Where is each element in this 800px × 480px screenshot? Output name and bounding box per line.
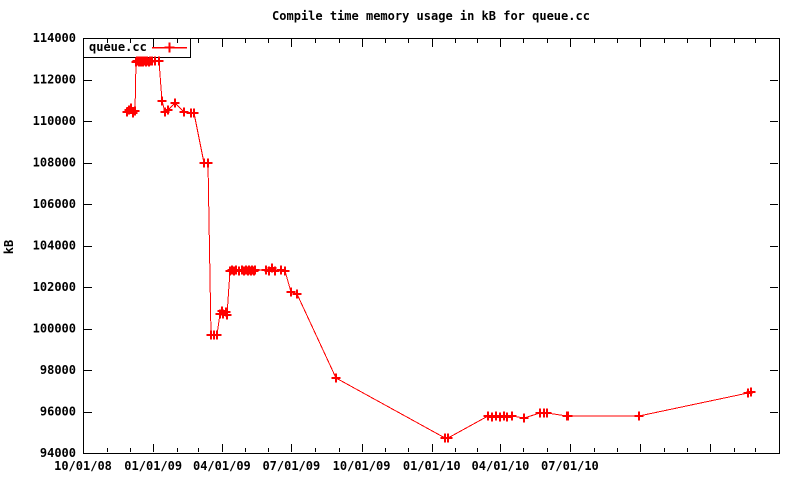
x-tick-label: 01/01/10 [403, 459, 461, 473]
series-markers [122, 56, 756, 443]
y-tick-label: 112000 [33, 73, 76, 87]
y-tick-label: 100000 [33, 322, 76, 336]
chart-title: Compile time memory usage in kB for queu… [272, 9, 590, 23]
y-tick-label: 108000 [33, 156, 76, 170]
x-tick-label: 10/01/09 [333, 459, 391, 473]
y-tick-label: 98000 [40, 363, 76, 377]
x-tick-label: 04/01/10 [472, 459, 530, 473]
y-tick-label: 102000 [33, 280, 76, 294]
y-tick-label: 94000 [40, 446, 76, 460]
series-line [126, 60, 752, 439]
x-tick-label: 01/01/09 [124, 459, 182, 473]
y-tick-label: 106000 [33, 197, 76, 211]
plot-border [83, 38, 780, 454]
y-tick-label: 114000 [33, 31, 76, 45]
x-ticks [83, 39, 756, 452]
legend-label: queue.cc [89, 40, 147, 54]
legend-plus-marker [164, 42, 175, 53]
y-ticks [84, 38, 778, 454]
x-tick-label: 10/01/08 [54, 459, 112, 473]
y-tick-label: 96000 [40, 405, 76, 419]
x-tick-label: 04/01/09 [193, 459, 251, 473]
y-tick-label: 104000 [33, 239, 76, 253]
x-tick-label: 07/01/10 [541, 459, 599, 473]
y-axis-label: kB [2, 239, 16, 255]
y-tick-label: 110000 [33, 114, 76, 128]
x-tick-label: 07/01/09 [262, 459, 320, 473]
